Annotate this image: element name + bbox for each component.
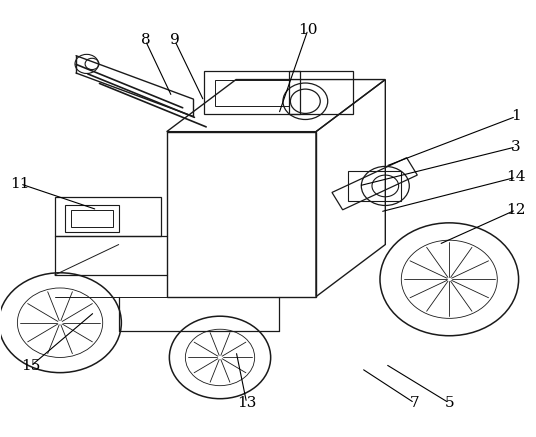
Text: 9: 9 <box>170 34 180 48</box>
Text: 5: 5 <box>444 396 454 410</box>
Bar <box>167 132 316 297</box>
Bar <box>55 197 161 236</box>
Text: 14: 14 <box>506 170 526 184</box>
Bar <box>65 205 118 232</box>
Text: 11: 11 <box>10 177 30 191</box>
Text: 3: 3 <box>511 140 521 154</box>
Text: 10: 10 <box>298 23 318 37</box>
Text: 13: 13 <box>237 396 256 410</box>
Text: 8: 8 <box>140 34 150 48</box>
Bar <box>348 171 401 201</box>
Text: 15: 15 <box>21 359 40 373</box>
Bar <box>71 210 114 227</box>
Text: 12: 12 <box>506 203 526 217</box>
Text: 7: 7 <box>410 396 420 410</box>
Text: 1: 1 <box>511 109 521 124</box>
Bar <box>204 71 300 114</box>
Bar <box>289 71 353 114</box>
Bar <box>215 80 289 106</box>
